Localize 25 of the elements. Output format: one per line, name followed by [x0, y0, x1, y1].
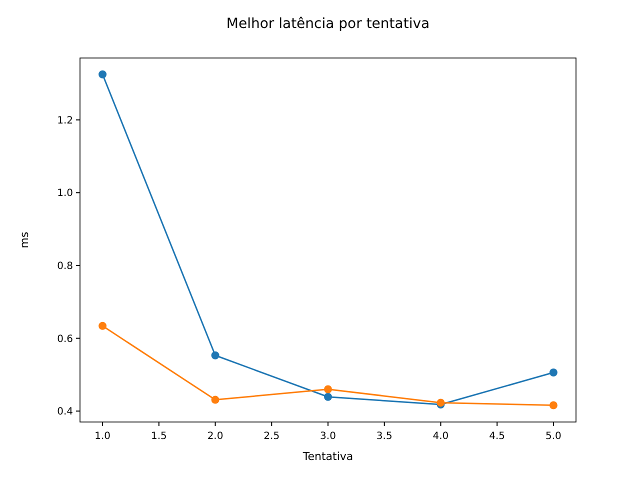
x-tick-label: 5.0: [546, 431, 562, 442]
point: [98, 322, 107, 330]
x-tick-label: 1.5: [150, 431, 167, 442]
y-tick-label: 0.8: [57, 260, 73, 272]
x-tick-label: 4.0: [432, 431, 449, 442]
x-axis-title: Tentativa: [302, 450, 354, 463]
y-tick-label: 1.2: [57, 115, 73, 126]
chart-title: Melhor latência por tentativa: [226, 16, 430, 32]
point: [98, 70, 107, 78]
point: [324, 392, 332, 401]
x-tick-label: 2.0: [207, 431, 224, 442]
point: [211, 351, 220, 360]
x-tick-label: 3.0: [320, 431, 336, 442]
x-tick-label: 3.5: [376, 431, 392, 442]
point: [549, 368, 558, 376]
x-tick-label: 2.5: [264, 431, 280, 442]
y-axis-title: ms: [18, 232, 31, 248]
point: [549, 401, 558, 410]
x-tick-label: 1.0: [94, 431, 110, 442]
y-tick-label: 0.4: [57, 406, 73, 418]
x-tick-label: 4.5: [489, 431, 506, 442]
point: [211, 396, 220, 404]
y-tick-label: 0.6: [57, 334, 73, 345]
point: [324, 385, 332, 394]
y-tick-label: 1.0: [57, 188, 73, 200]
